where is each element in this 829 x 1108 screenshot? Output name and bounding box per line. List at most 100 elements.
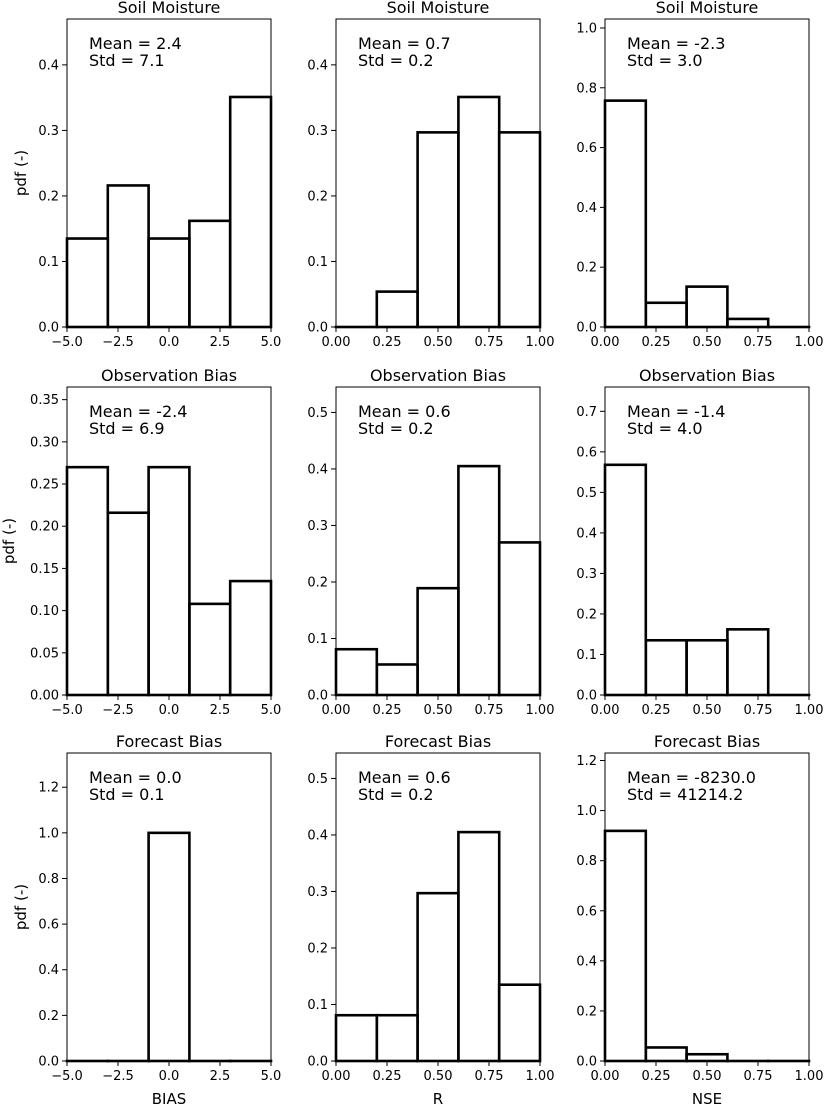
x-tick-label: 5.0	[261, 1069, 282, 1084]
x-tick-label: 0.0	[159, 1069, 180, 1084]
x-tick-label: −2.5	[102, 1069, 134, 1084]
mean-annotation: Mean = 0.6	[358, 402, 451, 421]
x-tick-label: 5.0	[261, 335, 282, 350]
histogram-bar	[685, 1052, 729, 1063]
y-tick-label: 0.2	[307, 189, 328, 204]
x-axis-label: BIAS	[152, 1090, 187, 1108]
x-tick-label: 1.00	[526, 335, 555, 350]
y-tick-label: 0.4	[576, 526, 597, 541]
x-tick-label: −2.5	[102, 703, 134, 718]
y-tick-label: 0.8	[576, 854, 597, 869]
x-axis-label: NSE	[692, 1090, 722, 1108]
x-tick-label: 2.5	[210, 335, 231, 350]
histogram-bar	[375, 663, 419, 697]
y-tick-label: 0.4	[576, 954, 597, 969]
y-tick-label: 0.15	[30, 562, 59, 577]
std-annotation: Std = 0.2	[358, 785, 434, 804]
x-tick-label: 2.5	[210, 703, 231, 718]
x-tick-label: 0.75	[475, 1069, 504, 1084]
x-tick-label: 0.50	[424, 335, 453, 350]
histogram-bar	[65, 237, 110, 329]
y-tick-label: 0.1	[307, 255, 328, 270]
x-tick-label: 1.00	[795, 1069, 824, 1084]
y-tick-label: 0.3	[38, 124, 59, 139]
x-tick-label: 0.75	[744, 1069, 773, 1084]
x-tick-label: 0.00	[322, 703, 351, 718]
y-tick-label: 0.0	[307, 321, 328, 336]
histogram-bar	[228, 95, 273, 329]
histogram-bar	[65, 465, 110, 697]
y-tick-label: 0.3	[307, 885, 328, 900]
x-tick-label: 0.75	[744, 703, 773, 718]
y-tick-label: 0.7	[576, 405, 597, 420]
x-tick-label: 0.00	[322, 335, 351, 350]
histogram-bar	[228, 579, 273, 697]
x-tick-label: 5.0	[261, 703, 282, 718]
y-tick-label: 0.30	[30, 435, 59, 450]
y-tick-label: 0.00	[30, 689, 59, 704]
x-tick-label: 0.25	[373, 335, 402, 350]
y-tick-label: 1.2	[576, 754, 597, 769]
x-tick-label: 0.25	[642, 1069, 671, 1084]
y-tick-label: 0.3	[576, 567, 597, 582]
std-annotation: Std = 7.1	[89, 51, 165, 70]
y-tick-label: 0.8	[38, 872, 59, 887]
y-tick-label: 0.6	[576, 904, 597, 919]
panel-title: Forecast Bias	[116, 732, 222, 751]
histogram-bar	[188, 219, 232, 329]
y-tick-label: 0.0	[576, 1055, 597, 1070]
y-tick-label: 0.10	[30, 604, 59, 619]
mean-annotation: Mean = 0.0	[89, 768, 182, 787]
histogram-bar	[416, 891, 460, 1063]
y-tick-label: 0.5	[307, 772, 328, 787]
histogram-bar	[147, 237, 191, 329]
panel-title: Forecast Bias	[654, 732, 760, 751]
y-tick-label: 0.6	[38, 918, 59, 933]
mean-annotation: Mean = -2.4	[89, 402, 187, 421]
y-tick-label: 0.6	[576, 141, 597, 156]
histogram-bar	[334, 647, 379, 697]
y-tick-label: 0.2	[307, 941, 328, 956]
y-tick-label: 1.0	[576, 21, 597, 36]
y-tick-label: 1.0	[576, 804, 597, 819]
mean-annotation: Mean = 0.7	[358, 34, 451, 53]
x-tick-label: 0.25	[642, 335, 671, 350]
y-axis-label: pdf (-)	[12, 150, 30, 196]
histogram-bar	[603, 463, 648, 697]
y-tick-label: 1.0	[38, 826, 59, 841]
histogram-bar	[106, 184, 150, 329]
x-tick-label: 1.00	[526, 1069, 555, 1084]
std-annotation: Std = 0.1	[89, 785, 165, 804]
histogram-bar	[603, 99, 648, 329]
x-tick-label: −2.5	[102, 335, 134, 350]
x-tick-label: 0.75	[475, 335, 504, 350]
mean-annotation: Mean = -2.3	[627, 34, 725, 53]
histogram-bar	[457, 830, 501, 1063]
y-tick-label: 0.2	[576, 607, 597, 622]
x-tick-label: 0.0	[159, 335, 180, 350]
y-tick-label: 0.3	[307, 124, 328, 139]
x-tick-label: 0.50	[424, 703, 453, 718]
x-tick-label: 1.00	[795, 335, 824, 350]
histogram-bar	[188, 602, 232, 697]
panel-title: Soil Moisture	[118, 0, 221, 17]
histogram-bar	[726, 317, 770, 329]
std-annotation: Std = 41214.2	[627, 785, 743, 804]
y-tick-label: 0.2	[576, 1004, 597, 1019]
y-tick-label: 0.2	[576, 261, 597, 276]
histogram-bar	[375, 1013, 419, 1063]
histogram-bar	[416, 131, 460, 329]
x-tick-label: 1.00	[526, 703, 555, 718]
y-tick-label: 0.20	[30, 520, 59, 535]
histogram-bar	[497, 983, 542, 1063]
histogram-bar	[644, 1046, 688, 1063]
panel-title: Observation Bias	[639, 366, 775, 385]
x-tick-label: −5.0	[51, 703, 83, 718]
y-tick-label: 0.2	[38, 1009, 59, 1024]
std-annotation: Std = 0.2	[358, 51, 434, 70]
histogram-bar	[457, 95, 501, 329]
